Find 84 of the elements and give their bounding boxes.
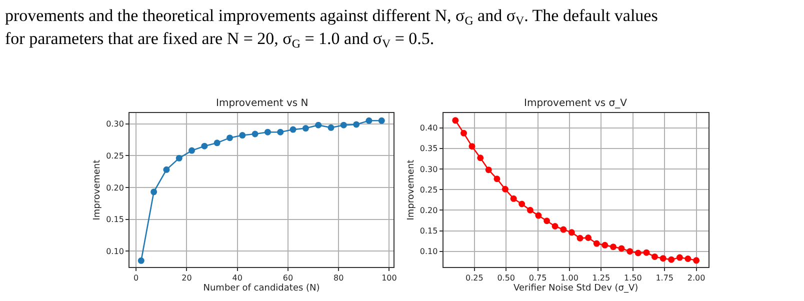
point (150, 188, 158, 196)
point (568, 229, 575, 236)
text: provements and the theoretical improvements against different N, σ$_{G}$ and σ$_{V}$. The default values (5, 6, 658, 28)
text: for parameters that are fixed are N = 20, σ$_{G}$ = 1.0 and σ$_{V}$ = 0.5. (5, 29, 434, 51)
point (535, 212, 542, 219)
y-axis-title: Improvement (406, 159, 416, 220)
point (494, 176, 500, 182)
point (510, 195, 517, 202)
point (502, 186, 508, 192)
x-tick-label: 0.25 (466, 274, 484, 283)
point (366, 117, 372, 124)
point (626, 248, 634, 255)
point (138, 257, 144, 264)
x-tick-label: 0 (134, 274, 139, 283)
x-axis-title: Verifier Noise Std Dev (σ_V) (514, 283, 638, 294)
point (353, 121, 360, 128)
x-tick-label: 100 (382, 274, 397, 283)
point (264, 128, 271, 136)
point (452, 117, 459, 124)
point (239, 132, 246, 139)
point (176, 154, 182, 162)
y-tick-label: 0.30 (106, 120, 124, 129)
point (544, 218, 550, 224)
x-tick-label: 60 (282, 274, 294, 283)
y-tick-label: 0.10 (106, 246, 124, 256)
y-tick-label: 0.25 (420, 185, 438, 194)
y-tick-label: 0.15 (106, 215, 124, 224)
point (660, 255, 666, 262)
point (684, 256, 692, 262)
point (477, 154, 484, 162)
x-tick-label: 1.25 (592, 274, 610, 283)
x-tick-label: 1.75 (656, 274, 674, 283)
x-tick-label: 0.75 (528, 274, 547, 283)
y-tick-label: 0.30 (420, 164, 438, 174)
point (552, 222, 558, 230)
point (290, 126, 296, 133)
point (668, 256, 675, 263)
point (518, 200, 526, 208)
y-axis-title: Improvement (92, 159, 102, 220)
x-tick-label: 0.50 (497, 274, 516, 283)
point (693, 257, 700, 264)
chart-title: Improvement vs N (216, 98, 308, 109)
point (328, 124, 334, 131)
point (252, 130, 258, 138)
y-tick-label: 0.20 (420, 206, 438, 215)
point (618, 245, 625, 252)
chart-title: Improvement vs σ_V (524, 98, 628, 109)
point (602, 242, 608, 248)
point (585, 234, 592, 242)
point (560, 226, 567, 233)
point (277, 128, 284, 136)
point (676, 254, 683, 261)
y-tick-label: 0.25 (106, 151, 124, 160)
x-tick-label: 80 (334, 274, 344, 283)
point (201, 142, 208, 150)
point (634, 250, 642, 256)
point (302, 125, 309, 132)
point (460, 130, 467, 136)
point (485, 166, 492, 174)
x-tick-label: 1.50 (624, 274, 642, 283)
point (163, 166, 170, 173)
point (593, 240, 600, 247)
point (226, 134, 234, 142)
point (188, 147, 196, 154)
y-tick-label: 0.10 (420, 247, 438, 256)
y-tick-label: 0.20 (106, 183, 124, 192)
point (576, 234, 584, 242)
point (526, 206, 534, 214)
x-axis-title: Number of candidates (N) (203, 283, 320, 294)
point (643, 249, 650, 256)
x-tick-label: 40 (232, 274, 242, 283)
y-tick-label: 0.35 (420, 144, 438, 154)
y-tick-label: 0.40 (420, 124, 438, 133)
point (214, 140, 220, 146)
point (340, 122, 347, 128)
point (315, 122, 322, 128)
point (651, 253, 658, 260)
point (378, 117, 385, 124)
point (468, 143, 476, 150)
y-tick-label: 0.15 (420, 226, 438, 236)
point (610, 244, 616, 250)
x-tick-label: 1.00 (560, 274, 578, 283)
x-tick-label: 2.00 (687, 274, 706, 283)
x-tick-label: 20 (182, 274, 192, 283)
